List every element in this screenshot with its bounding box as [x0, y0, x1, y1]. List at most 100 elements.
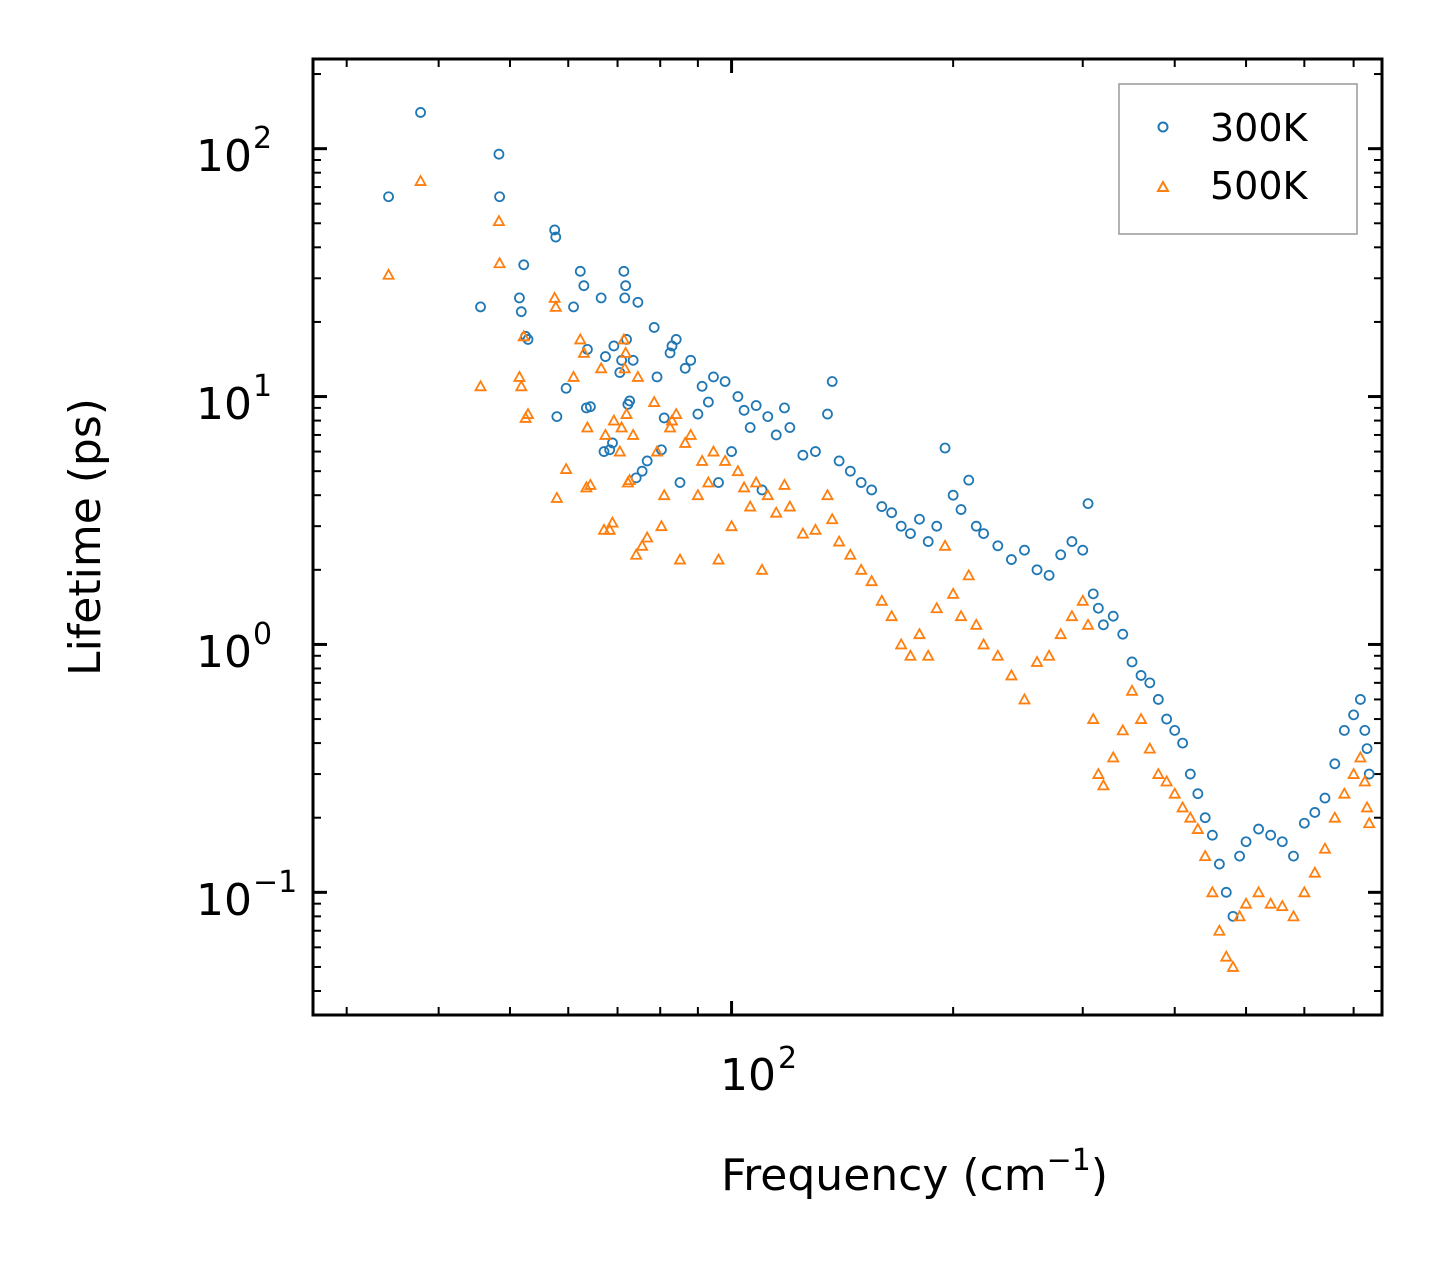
point-500K: [414, 174, 428, 186]
point-300K: [770, 429, 782, 441]
point-500K: [1233, 909, 1247, 922]
y-tick-label-10: 10: [196, 379, 252, 430]
point-500K: [579, 480, 593, 493]
point-500K: [749, 475, 763, 488]
point-300K: [1220, 886, 1232, 898]
point-300K: [732, 391, 744, 402]
point-500K: [930, 601, 944, 614]
point-300K: [494, 191, 505, 203]
point-500K: [1360, 800, 1374, 813]
point-300K: [584, 401, 596, 413]
point-300K: [713, 477, 724, 488]
point-300K: [1161, 713, 1173, 725]
point-500K: [650, 444, 664, 457]
point-300K: [855, 477, 867, 488]
point-300K: [1097, 619, 1109, 631]
point-300K: [939, 442, 951, 454]
point-500K: [1042, 648, 1056, 661]
point-500K: [725, 519, 739, 532]
point-300K: [475, 301, 486, 313]
point-300K: [1240, 836, 1252, 848]
point-300K: [1055, 549, 1067, 561]
point-300K: [1348, 709, 1360, 721]
point-500K: [777, 478, 791, 490]
point-300K: [578, 280, 590, 292]
point-300K: [726, 446, 737, 457]
point-500K: [617, 332, 631, 345]
point-300K: [744, 422, 756, 433]
point-500K: [615, 420, 629, 433]
point-500K: [1125, 683, 1139, 696]
point-500K: [691, 488, 705, 501]
point-300K: [750, 400, 762, 411]
point-500K: [663, 420, 677, 433]
point-500K: [711, 552, 726, 565]
point-500K: [1337, 786, 1351, 799]
major-ticks: [313, 59, 1382, 1015]
point-500K: [921, 648, 935, 661]
point-500K: [954, 609, 968, 622]
point-300K: [1361, 743, 1373, 755]
point-300K: [1329, 758, 1341, 770]
point-500K: [623, 473, 637, 486]
point-300K: [1077, 544, 1089, 556]
point-300K: [922, 536, 934, 547]
point-500K: [603, 522, 617, 535]
point-500K: [832, 534, 846, 547]
point-500K: [382, 267, 396, 280]
legend-box: [1118, 83, 1358, 235]
point-300K: [1213, 858, 1225, 870]
point-500K: [783, 499, 797, 512]
point-300K: [619, 292, 631, 304]
x-tick-base: 10: [720, 1050, 776, 1101]
point-500K: [731, 464, 745, 477]
point-300K: [1107, 610, 1119, 622]
point-500K: [1017, 692, 1032, 705]
point-300K: [810, 446, 821, 457]
point-300K: [719, 376, 731, 387]
point-300K: [1019, 544, 1030, 556]
point-500K: [1264, 896, 1278, 909]
point-300K: [1135, 670, 1147, 681]
point-500K: [1091, 767, 1105, 779]
point-300K: [1338, 725, 1350, 736]
point-300K: [955, 504, 967, 515]
y-tick-exponent-100: 2: [253, 121, 272, 156]
point-500K: [1116, 723, 1130, 736]
point-300K: [518, 259, 530, 271]
point-300K: [1199, 812, 1211, 824]
point-500K: [678, 436, 692, 448]
point-500K: [626, 428, 640, 440]
point-300K: [1087, 588, 1099, 600]
point-300K: [1152, 694, 1164, 705]
point-300K: [1192, 788, 1204, 800]
series-500K: [382, 174, 1376, 972]
point-300K: [627, 354, 639, 366]
point-300K: [1169, 725, 1181, 736]
point-300K: [624, 395, 636, 407]
point-300K: [604, 444, 616, 456]
x-tick-label: 10: [720, 1050, 776, 1101]
point-300K: [674, 477, 686, 488]
point-300K: [905, 528, 916, 539]
point-500K: [1030, 655, 1044, 667]
point-300K: [844, 465, 856, 477]
point-500K: [903, 648, 917, 661]
point-500K: [647, 395, 661, 407]
point-300K: [1006, 554, 1017, 565]
x-axis-title-close: ): [1091, 1150, 1108, 1201]
point-500K: [1081, 617, 1095, 630]
point-500K: [1151, 767, 1165, 779]
plot-frame: [311, 57, 1384, 1017]
point-300K: [651, 371, 663, 383]
point-300K: [826, 376, 838, 387]
point-300K: [607, 437, 618, 449]
point-500K: [991, 648, 1005, 661]
point-500K: [1205, 885, 1219, 898]
point-500K: [1328, 810, 1342, 823]
point-300K: [762, 411, 774, 423]
point-300K: [963, 474, 975, 486]
y-axis-title: Lifetime (ps): [60, 398, 111, 676]
point-300K: [886, 507, 898, 519]
point-300K: [914, 513, 925, 525]
